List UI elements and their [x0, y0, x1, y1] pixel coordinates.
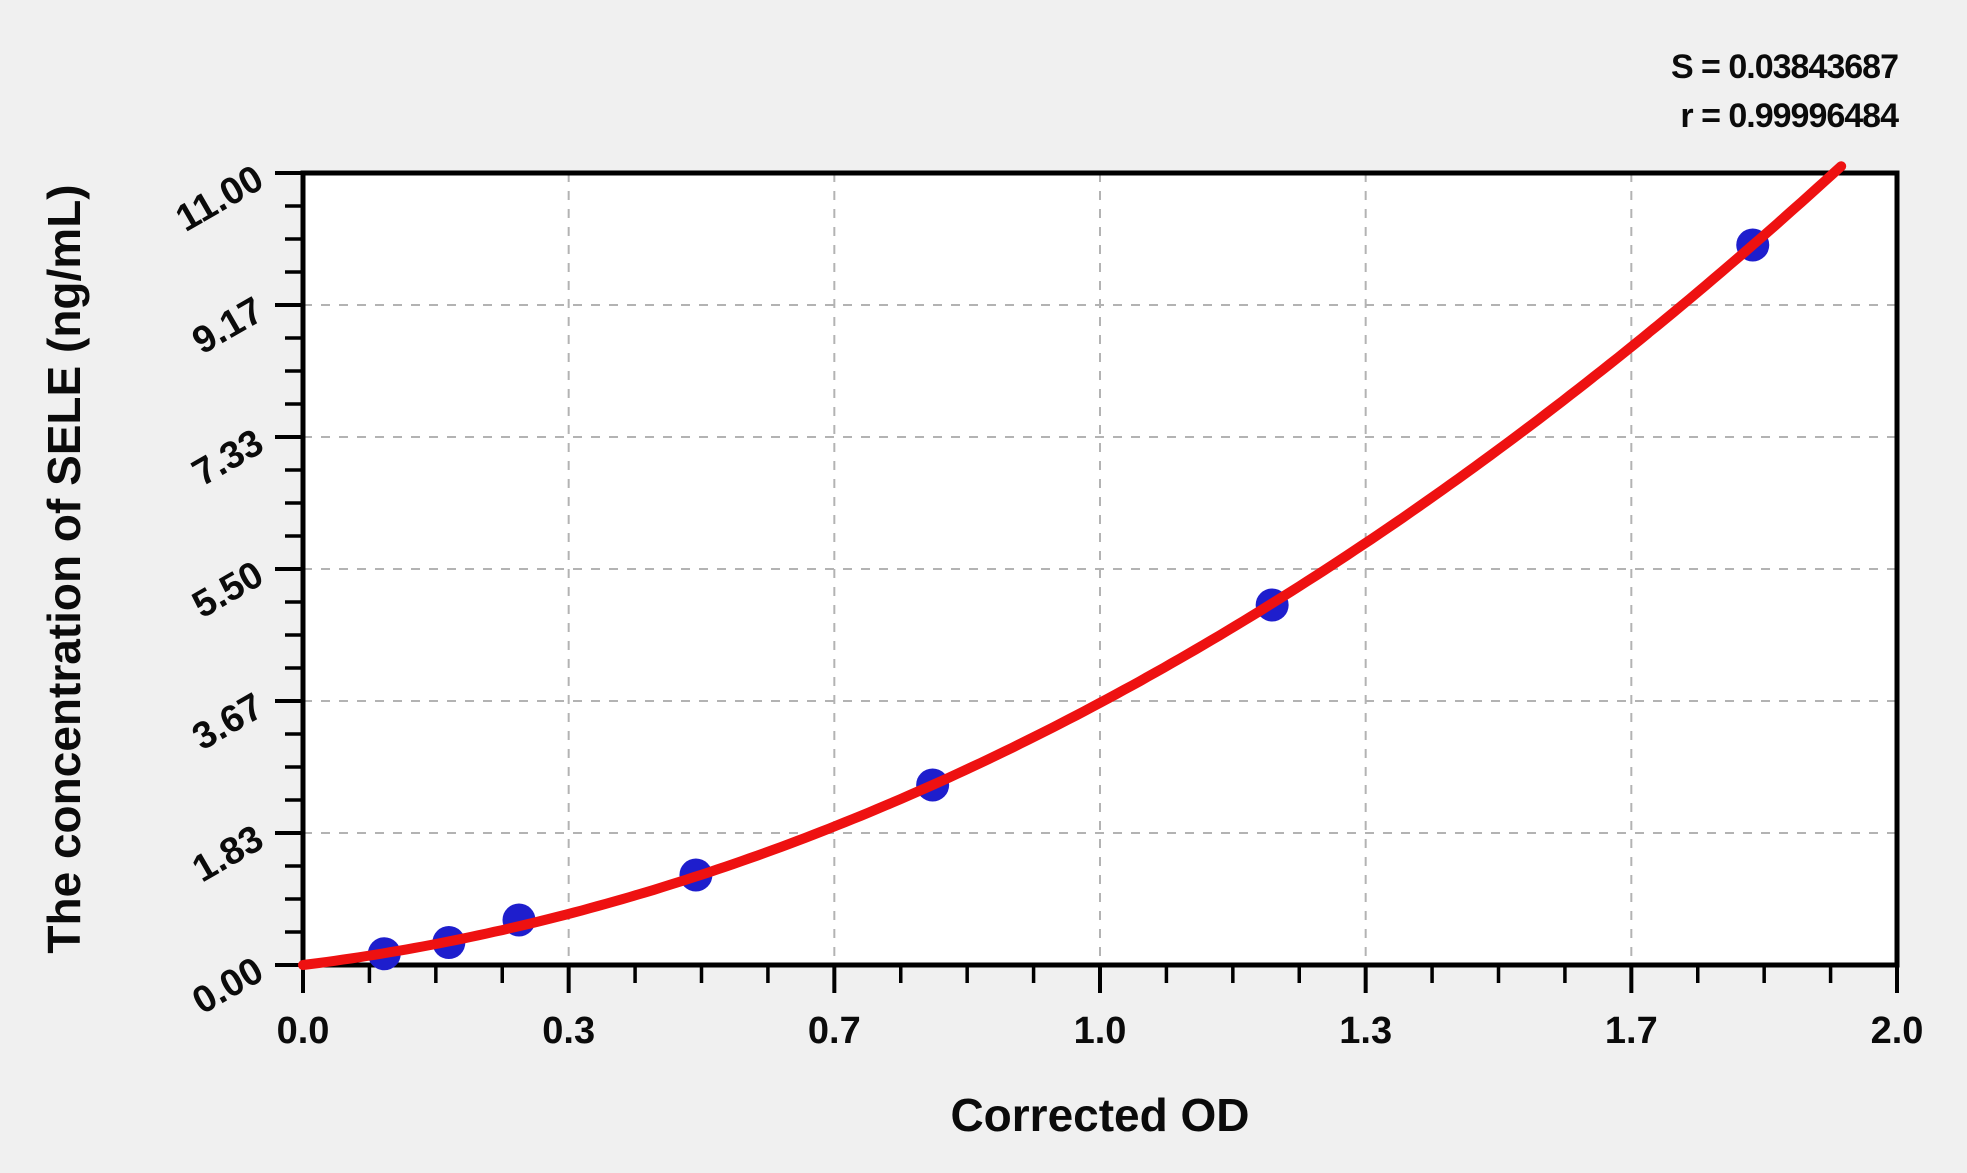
stat-slope-label: S = 0.03843687: [1671, 48, 1898, 86]
x-tick-label: 0.7: [808, 1010, 861, 1052]
x-tick-label: 1.7: [1605, 1010, 1658, 1052]
y-tick-label: 3.67: [185, 685, 270, 758]
y-tick-label: 0.00: [185, 949, 270, 1022]
x-tick-label: 2.0: [1871, 1010, 1924, 1052]
y-tick-label: 5.50: [185, 553, 270, 626]
plot-border: [300, 170, 1900, 968]
y-tick-label: 11.00: [169, 157, 271, 240]
x-axis-title: Corrected OD: [950, 1089, 1249, 1141]
y-tick-label: 7.33: [185, 421, 270, 494]
x-tick-label: 0.0: [277, 1010, 330, 1052]
x-tick-label: 1.3: [1339, 1010, 1392, 1052]
y-tick-label: 9.17: [185, 289, 270, 362]
stat-correlation-label: r = 0.99996484: [1680, 97, 1899, 135]
y-axis-title: The concentration of SELE (ng/mL): [38, 184, 90, 953]
tick-layer: [275, 171, 1899, 993]
fit-curve-layer: [298, 161, 1847, 970]
y-tick-label: 1.83: [185, 817, 270, 890]
x-tick-label: 0.3: [542, 1010, 595, 1052]
fit-curve: [298, 161, 1847, 970]
x-tick-label: 1.0: [1074, 1010, 1127, 1052]
